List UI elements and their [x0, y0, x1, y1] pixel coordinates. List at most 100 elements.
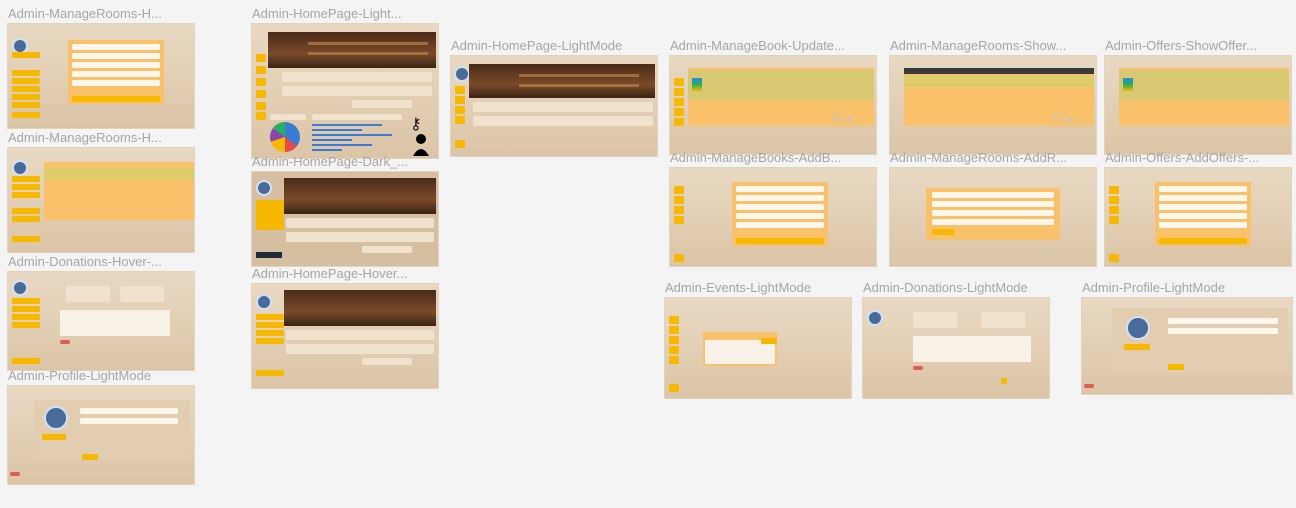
sidebar-icon[interactable] [1109, 216, 1119, 224]
table-row[interactable] [1119, 70, 1289, 100]
table-row[interactable] [44, 168, 194, 173]
artboard[interactable] [252, 284, 438, 388]
input-field[interactable] [932, 219, 1054, 225]
sidebar-item[interactable] [256, 330, 284, 336]
input-field[interactable] [736, 195, 824, 201]
input-field[interactable] [1159, 204, 1247, 210]
sidebar-icon[interactable] [256, 66, 266, 74]
input-field[interactable] [736, 186, 824, 192]
table-row[interactable] [688, 70, 874, 100]
input-field[interactable] [932, 192, 1054, 198]
sidebar-item[interactable] [256, 206, 284, 212]
sidebar-icon[interactable] [674, 196, 684, 204]
profile-field[interactable] [80, 408, 178, 414]
artboard[interactable] [8, 148, 194, 252]
pagination-active[interactable] [1001, 378, 1007, 384]
sidebar-icon[interactable] [674, 78, 684, 86]
table-row[interactable] [904, 76, 1094, 81]
sidebar-item[interactable] [12, 94, 40, 100]
sidebar-item[interactable] [256, 212, 284, 218]
sidebar-item[interactable] [12, 358, 40, 364]
sidebar-icon[interactable] [256, 112, 266, 120]
input-field[interactable] [932, 201, 1054, 207]
sidebar-icon[interactable] [256, 78, 266, 86]
profile-field[interactable] [80, 418, 178, 424]
profile-field[interactable] [1168, 318, 1278, 324]
artboard[interactable] [252, 172, 438, 266]
artboard[interactable] [1082, 298, 1292, 394]
submit-button[interactable] [72, 96, 160, 102]
input-field[interactable] [1159, 213, 1247, 219]
artboard[interactable] [863, 298, 1049, 398]
artboard[interactable]: Fra... [890, 56, 1096, 154]
add-event-button[interactable] [761, 338, 777, 344]
submit-button[interactable] [1159, 238, 1247, 244]
input-field[interactable] [736, 222, 824, 228]
sidebar-icon[interactable] [256, 90, 266, 98]
sidebar-icon[interactable] [1109, 186, 1119, 194]
sidebar-icon[interactable] [669, 356, 679, 364]
sidebar-icon[interactable] [256, 102, 266, 110]
sidebar-icon[interactable] [455, 140, 465, 148]
sidebar-icon[interactable] [674, 118, 684, 126]
sidebar-item[interactable] [12, 78, 40, 84]
sidebar-icon[interactable] [674, 254, 684, 262]
mode-toggle[interactable] [256, 252, 282, 258]
dropdown[interactable] [352, 100, 412, 108]
artboard[interactable] [670, 168, 876, 266]
artboard[interactable] [890, 168, 1096, 266]
sidebar-item[interactable] [12, 112, 40, 118]
sidebar-item[interactable] [12, 52, 40, 58]
sidebar-item[interactable] [12, 236, 40, 242]
sidebar-item[interactable] [12, 306, 40, 312]
upload-photo-button[interactable] [1124, 344, 1150, 350]
sidebar-icon[interactable] [674, 206, 684, 214]
input-field[interactable] [72, 80, 160, 86]
input-field[interactable] [932, 210, 1054, 216]
sidebar-icon[interactable] [455, 116, 465, 124]
dropdown[interactable] [362, 246, 412, 253]
sidebar-item[interactable] [256, 314, 284, 320]
sidebar-item[interactable] [12, 70, 40, 76]
sidebar-item[interactable] [12, 208, 40, 214]
sidebar-icon[interactable] [1109, 254, 1119, 262]
sidebar-item[interactable] [12, 298, 40, 304]
sidebar-item[interactable] [12, 322, 40, 328]
sidebar-icon[interactable] [1109, 196, 1119, 204]
sidebar-icon[interactable] [256, 54, 266, 62]
sidebar-item[interactable] [256, 370, 284, 376]
artboard[interactable]: Fra... [670, 56, 876, 154]
artboard[interactable] [8, 386, 194, 484]
sidebar-item[interactable] [12, 176, 40, 182]
input-field[interactable] [1159, 222, 1247, 228]
sidebar-icon[interactable] [455, 86, 465, 94]
sidebar-item[interactable] [12, 314, 40, 320]
sidebar-icon[interactable] [669, 336, 679, 344]
artboard[interactable] [1105, 56, 1291, 154]
sidebar-item[interactable] [12, 102, 40, 108]
input-field[interactable] [72, 71, 160, 77]
input-field[interactable] [72, 53, 160, 59]
dropdown[interactable] [362, 358, 412, 365]
sidebar-item[interactable] [256, 338, 284, 344]
sidebar-icon[interactable] [674, 216, 684, 224]
sidebar-icon[interactable] [455, 106, 465, 114]
sidebar-icon[interactable] [674, 88, 684, 96]
sidebar-item[interactable] [12, 86, 40, 92]
save-profile-button[interactable] [1168, 364, 1184, 370]
input-field[interactable] [736, 204, 824, 210]
logout-button[interactable] [10, 472, 20, 476]
sidebar-icon[interactable] [674, 98, 684, 106]
sidebar-item[interactable] [12, 184, 40, 190]
sidebar-item[interactable] [256, 224, 284, 230]
table-row[interactable] [904, 82, 1094, 87]
artboard[interactable] [8, 24, 194, 128]
artboard[interactable] [665, 298, 851, 398]
table-row[interactable] [44, 174, 194, 179]
artboard[interactable] [8, 272, 194, 370]
sidebar-icon[interactable] [674, 108, 684, 116]
input-field[interactable] [736, 213, 824, 219]
logout-button[interactable] [1084, 384, 1094, 388]
upload-photo-button[interactable] [42, 434, 66, 440]
input-field[interactable] [72, 62, 160, 68]
